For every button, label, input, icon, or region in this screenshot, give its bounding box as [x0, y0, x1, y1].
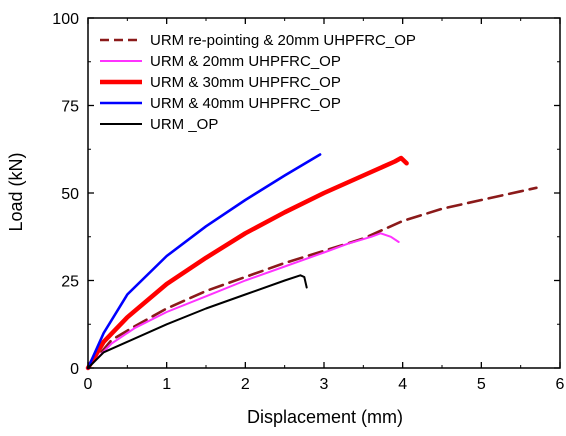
legend-label-1: URM re-pointing & 20mm UHPFRC_OP	[150, 32, 416, 49]
legend-label-4: URM & 40mm UHPFRC_OP	[150, 95, 341, 112]
y-tick-label: 50	[61, 186, 79, 203]
x-tick-label: 6	[556, 376, 565, 393]
y-tick-label: 0	[70, 361, 79, 378]
series-line-4	[86, 153, 322, 370]
x-tick-label: 3	[320, 376, 329, 393]
y-tick-label: 25	[61, 274, 79, 291]
legend-label-5: URM _OP	[150, 116, 218, 133]
x-tick-label: 4	[398, 376, 407, 393]
series-line-1	[86, 186, 538, 370]
legend-label-2: URM & 20mm UHPFRC_OP	[150, 53, 341, 70]
y-tick-label: 75	[61, 99, 79, 116]
series-line-3	[85, 155, 409, 371]
y-tick-label: 100	[52, 11, 79, 28]
plot-layer: 0 1 2 3 4 5 6 0 25 50 75 100 URM re-pointing & 20mm …	[52, 11, 564, 393]
series-line-5	[87, 274, 308, 369]
series-line-2	[87, 232, 400, 369]
x-axis-title: Displacement (mm)	[247, 407, 403, 427]
x-tick-label: 1	[162, 376, 171, 393]
x-tick-label: 2	[241, 376, 250, 393]
x-tick-label: 5	[477, 376, 486, 393]
x-tick-label: 0	[84, 376, 93, 393]
y-axis-title: Load (kN)	[6, 152, 26, 231]
legend-label-3: URM & 30mm UHPFRC_OP	[150, 74, 341, 91]
